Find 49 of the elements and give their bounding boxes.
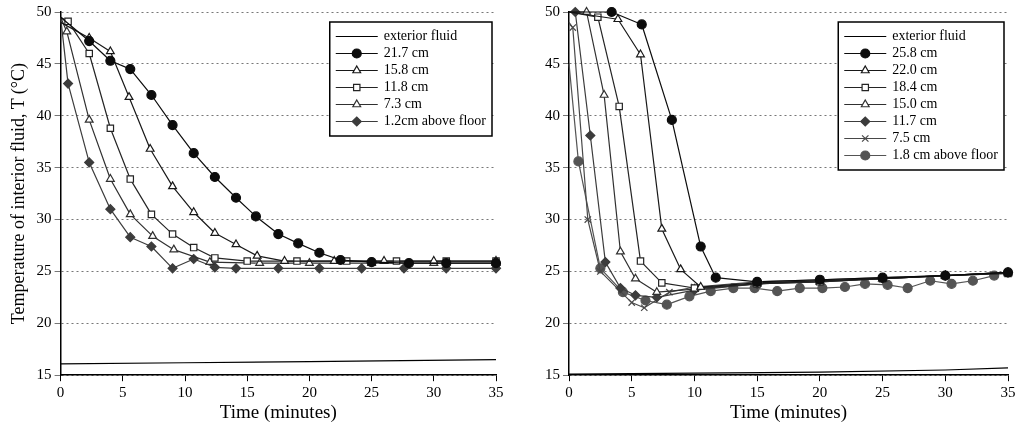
x-tick-label: 5 [119, 384, 127, 401]
y-tick-label: 15 [545, 366, 560, 383]
y-tick-label: 45 [545, 54, 560, 71]
x-tick-label: 20 [812, 384, 828, 401]
y-tick-label: 35 [545, 158, 560, 175]
x-axis-title: Time (minutes) [219, 400, 337, 423]
y-tick-label: 20 [545, 314, 560, 331]
legend-label: 11.7 cm [892, 113, 937, 129]
x-tick-label: 15 [749, 384, 765, 401]
y-tick-label: 30 [545, 210, 560, 227]
x-tick-label: 25 [875, 384, 891, 401]
y-tick-label: 45 [36, 54, 52, 71]
x-tick-label: 0 [56, 384, 65, 401]
legend-label: 15.8 cm [383, 62, 429, 78]
y-tick-label: 30 [36, 210, 52, 227]
legend-label: 1.8 cm above floor [892, 147, 999, 163]
x-tick-label: 15 [239, 384, 255, 401]
x-tick-label: 5 [627, 384, 636, 401]
x-tick-label: 0 [565, 384, 573, 401]
legend-label: 21.7 cm [383, 45, 429, 61]
legend-label: 15.0 cm [892, 96, 938, 112]
legend-label: exterior fluid [892, 28, 966, 44]
y-axis-title: Temperature of interior fluid, T (°C) [7, 63, 29, 325]
x-tick-label: 30 [426, 384, 442, 401]
x-tick-label: 30 [937, 384, 953, 401]
y-tick-label: 40 [545, 106, 560, 123]
x-tick-label: 35 [1000, 384, 1016, 401]
y-tick-label: 40 [36, 106, 52, 123]
legend-label: 1.2cm above floor [383, 113, 487, 129]
legend-label: 18.4 cm [892, 79, 938, 95]
legend-label: exterior fluid [383, 28, 458, 44]
y-tick-label: 20 [36, 314, 52, 331]
x-tick-label: 35 [488, 384, 504, 401]
y-tick-label: 50 [36, 2, 52, 19]
legend-label: 25.8 cm [892, 45, 938, 61]
x-tick-label: 20 [301, 384, 317, 401]
x-tick-label: 10 [686, 384, 702, 401]
y-tick-label: 35 [36, 158, 52, 175]
legend-label: 11.8 cm [383, 79, 429, 95]
x-axis-title: Time (minutes) [730, 400, 847, 423]
x-tick-label: 10 [177, 384, 193, 401]
y-tick-label: 25 [545, 262, 560, 279]
y-tick-label: 50 [545, 2, 560, 19]
legend-label: 7.5 cm [892, 130, 931, 146]
y-tick-label: 15 [36, 366, 52, 383]
legend-label: 7.3 cm [383, 96, 422, 112]
x-tick-label: 25 [364, 384, 380, 401]
legend-label: 22.0 cm [892, 62, 938, 78]
y-tick-label: 25 [36, 262, 52, 279]
